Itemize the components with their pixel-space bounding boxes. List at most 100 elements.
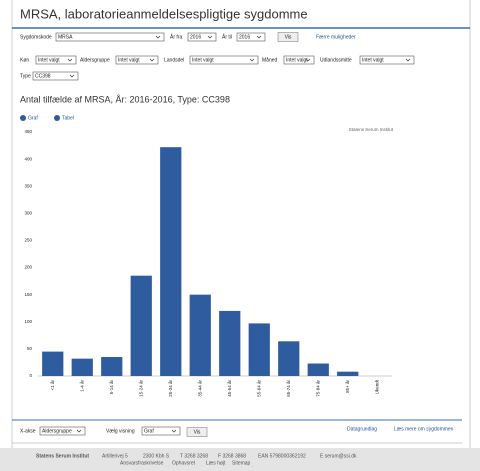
filter-label: Aldersgruppe xyxy=(80,57,110,63)
y-tick-label: 450 xyxy=(24,129,32,134)
bar xyxy=(160,147,182,376)
y-tick-label: 300 xyxy=(24,211,32,216)
select[interactable] xyxy=(187,32,217,42)
select-value: MRSA xyxy=(58,34,73,40)
select-value: Intet valgt xyxy=(362,57,384,63)
select[interactable] xyxy=(359,55,415,65)
button[interactable] xyxy=(277,32,299,42)
bar xyxy=(42,351,64,376)
bar xyxy=(307,363,329,376)
select[interactable] xyxy=(189,55,259,65)
select[interactable] xyxy=(141,426,181,436)
x-tick-label: 35-44 år xyxy=(196,380,202,397)
select-value: 2016 xyxy=(239,34,250,40)
footer-text: Statens Serum Institut xyxy=(36,453,89,459)
button-label: Vis xyxy=(285,34,292,40)
x-tick-label: 25-34 år xyxy=(167,380,173,397)
select[interactable] xyxy=(55,32,165,42)
filter-label: År fra xyxy=(170,33,182,40)
select-arrow xyxy=(256,35,262,39)
select-arrow xyxy=(249,58,255,62)
select-value: Intet valgt xyxy=(192,57,214,63)
tab[interactable]: Graf xyxy=(28,115,38,121)
footer-link[interactable]: Ansvarsfraskrivelse xyxy=(120,460,164,466)
link[interactable]: Datagrundlag xyxy=(347,426,377,432)
x-tick-label: 85+ år xyxy=(344,380,350,393)
filter-label: Type xyxy=(20,73,31,79)
bar xyxy=(101,357,123,376)
footer-link[interactable]: Ophavsret xyxy=(172,460,196,466)
chart-source: Statens Serum Institut xyxy=(349,127,394,132)
x-tick-label: 5-14 år xyxy=(108,380,114,395)
footer-text: T 3268 3268 xyxy=(180,453,208,459)
filter-label: Sygdomskode xyxy=(20,34,52,40)
select-value: Intet valgt xyxy=(286,57,308,63)
select-arrow xyxy=(67,58,73,62)
select-arrow xyxy=(149,58,155,62)
bar xyxy=(248,323,270,376)
tab[interactable]: Tabel xyxy=(62,115,74,121)
select-value: Intet valgt xyxy=(118,57,140,63)
bar xyxy=(278,341,300,376)
button[interactable] xyxy=(186,427,208,437)
select-arrow xyxy=(171,429,177,433)
y-tick-label: 0 xyxy=(29,373,32,378)
select-value: 2016 xyxy=(190,34,201,40)
bar xyxy=(219,310,241,376)
select-value: CC398 xyxy=(35,73,51,79)
y-tick-label: 250 xyxy=(24,238,32,243)
y-tick-label: 200 xyxy=(24,265,32,270)
button-label: Vis xyxy=(194,429,201,435)
footer-text: E serum@ssi.dk xyxy=(320,453,357,459)
select[interactable] xyxy=(35,55,77,65)
select-value: Graf xyxy=(144,428,154,434)
select[interactable] xyxy=(32,71,79,81)
select[interactable] xyxy=(115,55,159,65)
filter-label: Køn xyxy=(20,57,29,63)
tab-icon xyxy=(20,115,26,121)
footer-link[interactable]: Sitemap xyxy=(232,460,251,466)
y-tick-label: 150 xyxy=(24,292,32,297)
select-arrow xyxy=(207,35,213,39)
control-label: Vælg visning xyxy=(106,428,135,434)
filter-label: Måned xyxy=(262,56,278,63)
filter-label: Landsdel xyxy=(164,57,184,63)
select[interactable] xyxy=(236,32,266,42)
x-tick-label: 75-84 år xyxy=(314,380,320,397)
select-arrow xyxy=(155,35,161,39)
x-tick-label: 45-54 år xyxy=(226,380,232,397)
select-value: Aldersgruppe xyxy=(42,428,72,434)
x-tick-label: 15-24 år xyxy=(137,380,143,397)
y-tick-label: 100 xyxy=(24,319,32,324)
bar xyxy=(71,358,93,376)
select-arrow xyxy=(76,429,82,433)
select-arrow xyxy=(69,74,75,78)
bar xyxy=(337,371,359,376)
footer-band xyxy=(0,448,480,471)
x-tick-label: <1 år xyxy=(49,380,55,391)
y-tick-label: 50 xyxy=(27,346,33,351)
bar xyxy=(189,294,211,376)
select-arrow xyxy=(305,58,311,62)
select[interactable] xyxy=(283,55,315,65)
bar xyxy=(130,275,152,376)
footer-text: Artillerivej 5 xyxy=(102,453,128,459)
link[interactable]: Færre muligheder xyxy=(316,34,356,40)
filter-label: Udlandssmitte xyxy=(320,57,352,63)
footer-text: EAN 5798000362192 xyxy=(258,453,306,459)
select[interactable] xyxy=(39,426,86,436)
control-label: X-akse xyxy=(20,428,36,434)
footer-link[interactable]: Læs højt xyxy=(206,460,226,466)
chart-heading: Antal tilfælde af MRSA, År: 2016-2016, T… xyxy=(20,94,230,104)
select-value: Intet valgt xyxy=(38,57,60,63)
footer-text: 2300 Kbh S xyxy=(143,453,170,459)
x-tick-label: 1-4 år xyxy=(78,380,84,392)
y-tick-label: 400 xyxy=(24,156,32,161)
x-tick-label: 65-74 år xyxy=(285,380,291,397)
y-tick-label: 350 xyxy=(24,183,32,188)
tab-icon xyxy=(54,115,60,121)
footer-text: F 3268 3868 xyxy=(218,453,246,459)
link[interactable]: Læs mere om sygdommen xyxy=(394,426,454,432)
